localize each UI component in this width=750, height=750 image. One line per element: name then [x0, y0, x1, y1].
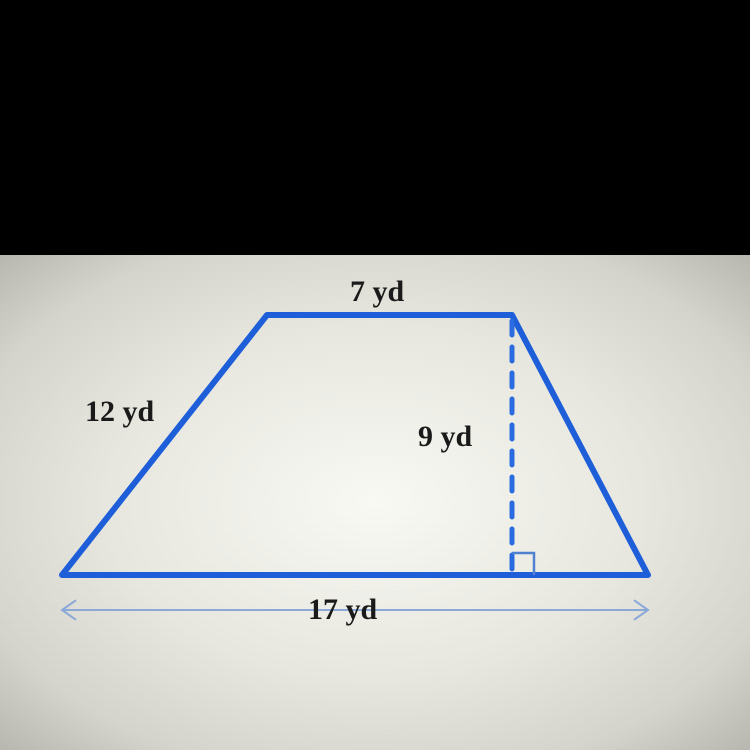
- trapezoid-diagram: [0, 255, 750, 750]
- diagram-area: 7 yd 12 yd 9 yd 17 yd: [0, 255, 750, 750]
- label-bottom: 17 yd: [308, 593, 377, 627]
- right-angle-marker: [512, 553, 534, 575]
- trapezoid-shape: [62, 315, 648, 575]
- label-height: 9 yd: [418, 420, 472, 454]
- label-left: 12 yd: [85, 395, 154, 429]
- letterbox-bar: [0, 0, 750, 255]
- label-top: 7 yd: [350, 275, 404, 309]
